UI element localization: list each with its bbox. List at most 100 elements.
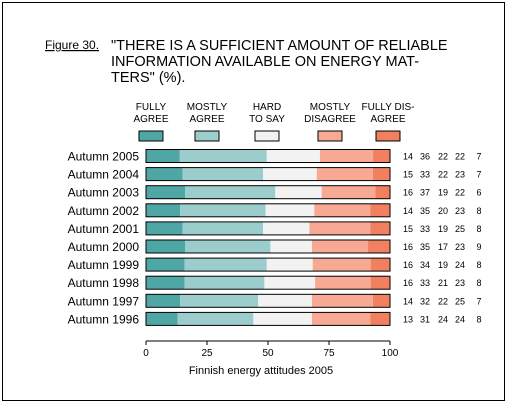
legend-swatch — [254, 130, 280, 142]
value-label: 19 — [438, 260, 448, 270]
legend-label: FULLY — [136, 102, 167, 113]
bar-segment — [146, 203, 181, 217]
bar-segment — [263, 221, 310, 235]
value-label: 22 — [438, 296, 448, 306]
bar-segment — [146, 167, 183, 181]
value-label: 14 — [403, 206, 413, 216]
x-tick-label: 100 — [382, 348, 399, 359]
value-label: 34 — [420, 260, 430, 270]
value-label: 14 — [403, 152, 413, 162]
value-label: 37 — [420, 188, 430, 198]
figure-frame: Figure 30. "THERE IS A SUFFICIENT AMOUNT… — [2, 2, 505, 401]
value-label: 17 — [438, 242, 448, 252]
value-label: 7 — [476, 296, 481, 306]
value-label: 8 — [476, 278, 481, 288]
value-label: 8 — [476, 206, 481, 216]
value-label: 23 — [455, 278, 465, 288]
bar-segment — [372, 167, 390, 181]
bar-segment — [311, 240, 369, 253]
bar-segment — [270, 240, 312, 253]
bar-segment — [264, 276, 316, 290]
value-label: 8 — [476, 224, 481, 234]
value-label: 16 — [403, 242, 413, 252]
bar-segment — [146, 312, 178, 326]
bar-segment — [266, 149, 320, 163]
category-label: Autumn 2002 — [68, 204, 140, 218]
value-label: 33 — [420, 224, 430, 234]
value-label: 31 — [420, 314, 430, 324]
bar-outline — [145, 167, 391, 182]
bar-segment — [182, 221, 264, 235]
bar-outline — [145, 239, 391, 254]
value-label: 13 — [403, 314, 413, 324]
value-label: 7 — [476, 170, 481, 180]
chart-title-line-3: TERS" (%). — [111, 70, 185, 86]
legend-swatch — [317, 130, 343, 142]
bar-segment — [309, 221, 371, 235]
legend-swatch — [138, 130, 164, 142]
category-label: Autumn 2000 — [68, 240, 140, 254]
value-label: 16 — [403, 260, 413, 270]
bar-segment — [263, 167, 317, 181]
bar-segment — [319, 149, 374, 163]
source-note: Finnish energy attitudes 2005 — [189, 365, 333, 377]
bar-segment — [311, 312, 371, 326]
bar-segment — [177, 312, 254, 326]
bar-segment — [258, 294, 312, 308]
bar-segment — [266, 258, 313, 272]
value-label: 33 — [420, 278, 430, 288]
bar-segment — [265, 203, 315, 217]
category-label: Autumn 1996 — [68, 312, 140, 326]
value-label: 21 — [438, 278, 448, 288]
bar-segment — [312, 258, 371, 272]
value-label: 7 — [476, 152, 481, 162]
value-label: 6 — [476, 188, 481, 198]
chart-title-line-2: INFORMATION AVAILABLE ON ENERGY MAT- — [111, 54, 419, 70]
bar-segment — [185, 240, 271, 253]
value-label: 15 — [403, 224, 413, 234]
x-axis: 0 25 50 75 100 — [143, 340, 399, 359]
bar-segment — [184, 258, 267, 272]
value-label: 32 — [420, 296, 430, 306]
legend-label: MOSTLY — [187, 102, 228, 113]
value-label: 16 — [403, 278, 413, 288]
value-label: 35 — [420, 206, 430, 216]
bar-outline — [145, 149, 391, 163]
bar-segment — [146, 294, 181, 308]
value-label: 24 — [455, 260, 465, 270]
bar-segment — [375, 185, 390, 199]
legend-label: DISAGREE — [304, 114, 356, 125]
x-tick-label: 50 — [262, 348, 274, 359]
figure-label: Figure 30. — [45, 38, 99, 52]
bar-outline — [145, 185, 391, 200]
value-label: 23 — [455, 170, 465, 180]
value-label: 22 — [438, 152, 448, 162]
value-label: 24 — [438, 314, 448, 324]
category-label: Autumn 2004 — [68, 168, 140, 182]
value-label: 9 — [476, 242, 481, 252]
bar-segment — [368, 240, 390, 253]
value-label: 23 — [455, 206, 465, 216]
bar-outline — [145, 293, 391, 308]
bar-segment — [182, 167, 264, 181]
legend-label: FULLY DIS- — [362, 102, 415, 113]
bar-segment — [146, 185, 186, 199]
bar-segment — [314, 203, 371, 217]
legend-label: AGREE — [370, 114, 405, 125]
value-label: 22 — [438, 170, 448, 180]
value-label: 8 — [476, 260, 481, 270]
category-label: Autumn 1999 — [68, 258, 140, 272]
value-label: 35 — [420, 242, 430, 252]
category-label: Autumn 1997 — [68, 294, 140, 308]
bar-outline — [145, 221, 391, 236]
bar-segment — [146, 149, 180, 163]
bar-segment — [370, 258, 390, 272]
category-label: Autumn 2005 — [68, 150, 140, 164]
bar-segment — [370, 312, 390, 326]
bar-segment — [275, 185, 322, 199]
bar-segment — [146, 221, 183, 235]
category-label: Autumn 2003 — [68, 186, 140, 200]
value-label: 22 — [455, 188, 465, 198]
value-label: 19 — [438, 224, 448, 234]
